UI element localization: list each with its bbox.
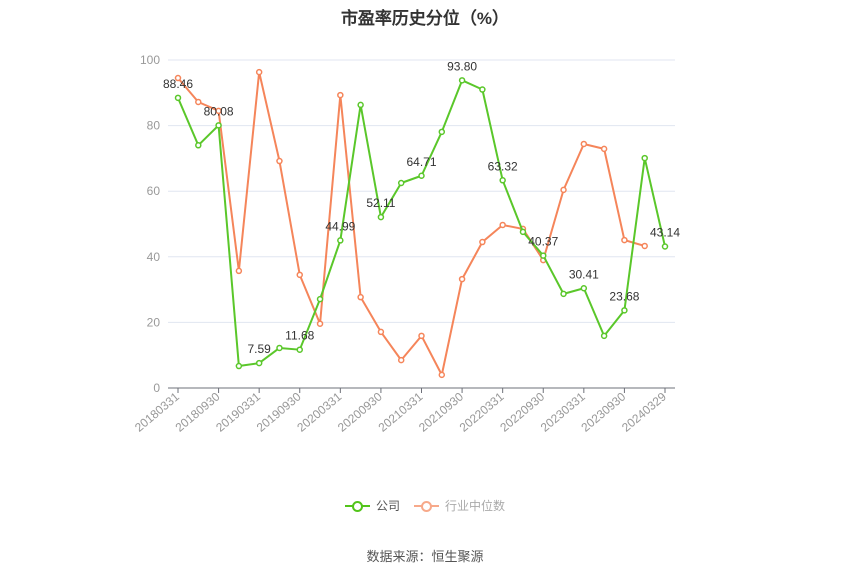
company-point[interactable] bbox=[235, 362, 243, 370]
legend: 公司 行业中位数 bbox=[0, 497, 850, 514]
company-point[interactable] bbox=[641, 154, 648, 162]
industry-median-point[interactable] bbox=[377, 328, 385, 336]
company-point[interactable] bbox=[357, 101, 364, 109]
line-chart: 0 20 40 60 80 100 201803312018093020190331201… bbox=[132, 53, 680, 435]
legend-label: 行业中位数 bbox=[445, 499, 506, 513]
company-point[interactable] bbox=[255, 359, 263, 367]
y-axis: 0 20 40 60 80 100 bbox=[140, 53, 160, 395]
company-point[interactable] bbox=[418, 172, 425, 180]
industry-median-point[interactable] bbox=[418, 332, 425, 340]
data-labels: 88.46 80.08 7.59 11.68 44.99 52.11 64.71 93.80 6… bbox=[163, 59, 680, 356]
data-label: 88.46 bbox=[163, 77, 193, 91]
industry-median-point[interactable] bbox=[438, 371, 446, 379]
company-point[interactable] bbox=[621, 307, 628, 314]
data-label: 64.71 bbox=[406, 155, 436, 169]
y-tick-label: 40 bbox=[147, 250, 161, 264]
data-label: 93.80 bbox=[447, 59, 477, 73]
company-point[interactable] bbox=[337, 237, 344, 244]
company-point[interactable] bbox=[276, 344, 283, 352]
company-point[interactable] bbox=[540, 252, 547, 259]
legend-line-circle-icon bbox=[414, 499, 439, 513]
data-source: 数据来源：恒生聚源 bbox=[366, 549, 484, 564]
industry-median-point[interactable] bbox=[316, 320, 324, 327]
industry-median-point[interactable] bbox=[397, 356, 405, 364]
industry-median-point[interactable] bbox=[621, 236, 628, 244]
industry-median-point[interactable] bbox=[357, 293, 364, 301]
data-label: 40.37 bbox=[528, 235, 558, 249]
company-point[interactable] bbox=[296, 346, 303, 353]
industry-median-point[interactable] bbox=[174, 74, 182, 82]
industry-median-point[interactable] bbox=[235, 267, 243, 275]
company-point[interactable] bbox=[600, 332, 608, 340]
industry-median-point[interactable] bbox=[296, 271, 303, 279]
data-label: 11.68 bbox=[285, 329, 314, 343]
company-point[interactable] bbox=[397, 179, 405, 187]
data-label: 23.68 bbox=[609, 289, 639, 303]
industry-median-point[interactable] bbox=[580, 140, 588, 148]
company-point[interactable] bbox=[377, 213, 385, 221]
y-tick-label: 80 bbox=[147, 119, 161, 133]
company-point[interactable] bbox=[195, 142, 202, 149]
data-label: 44.99 bbox=[325, 219, 355, 233]
company-point[interactable] bbox=[215, 122, 222, 129]
x-tick-label: 20240329 bbox=[619, 389, 669, 434]
data-label: 63.32 bbox=[488, 159, 518, 173]
company-point[interactable] bbox=[580, 285, 588, 292]
company-point[interactable] bbox=[458, 77, 466, 84]
company-point[interactable] bbox=[174, 94, 182, 102]
company-point[interactable] bbox=[661, 243, 669, 250]
company-point[interactable] bbox=[560, 290, 567, 298]
legend-label: 公司 bbox=[375, 499, 400, 513]
industry-median-point[interactable] bbox=[337, 91, 344, 99]
data-label: 30.41 bbox=[569, 267, 599, 281]
industry-median-point[interactable] bbox=[255, 68, 263, 76]
company-point[interactable] bbox=[438, 128, 446, 136]
industry-median-point[interactable] bbox=[499, 221, 506, 229]
industry-median-point[interactable] bbox=[560, 186, 567, 194]
data-label: 80.08 bbox=[204, 104, 234, 118]
legend-item-company[interactable]: 公司 bbox=[344, 497, 400, 514]
company-point[interactable] bbox=[316, 295, 324, 303]
legend-line-circle-icon bbox=[344, 499, 370, 513]
y-tick-label: 20 bbox=[147, 315, 161, 329]
industry-median-point[interactable] bbox=[641, 242, 648, 250]
company-line bbox=[177, 79, 666, 368]
company-point[interactable] bbox=[499, 177, 506, 184]
industry-median-point[interactable] bbox=[479, 238, 486, 246]
y-tick-label: 0 bbox=[153, 381, 160, 395]
industry-median-point[interactable] bbox=[276, 157, 283, 165]
series-company[interactable] bbox=[174, 77, 669, 370]
y-tick-label: 60 bbox=[147, 184, 161, 198]
industry-median-point[interactable] bbox=[215, 107, 222, 115]
company-point[interactable] bbox=[479, 86, 486, 93]
series-industry-median[interactable] bbox=[174, 68, 648, 379]
data-label: 52.11 bbox=[366, 196, 395, 210]
industry-median-point[interactable] bbox=[458, 275, 466, 283]
y-tick-label: 100 bbox=[140, 53, 160, 67]
data-label: 43.14 bbox=[650, 226, 680, 240]
industry-median-line bbox=[177, 71, 645, 376]
company-point[interactable] bbox=[519, 228, 527, 236]
industry-median-point[interactable] bbox=[600, 145, 608, 153]
data-label: 7.59 bbox=[247, 342, 271, 356]
chart-title: 市盈率历史分位（%） bbox=[340, 9, 510, 28]
legend-item-industry-median[interactable]: 行业中位数 bbox=[414, 497, 505, 514]
industry-median-point[interactable] bbox=[195, 98, 202, 106]
grid-lines bbox=[168, 59, 675, 323]
x-axis: 2018033120180930201903312019093020200331… bbox=[132, 387, 675, 435]
